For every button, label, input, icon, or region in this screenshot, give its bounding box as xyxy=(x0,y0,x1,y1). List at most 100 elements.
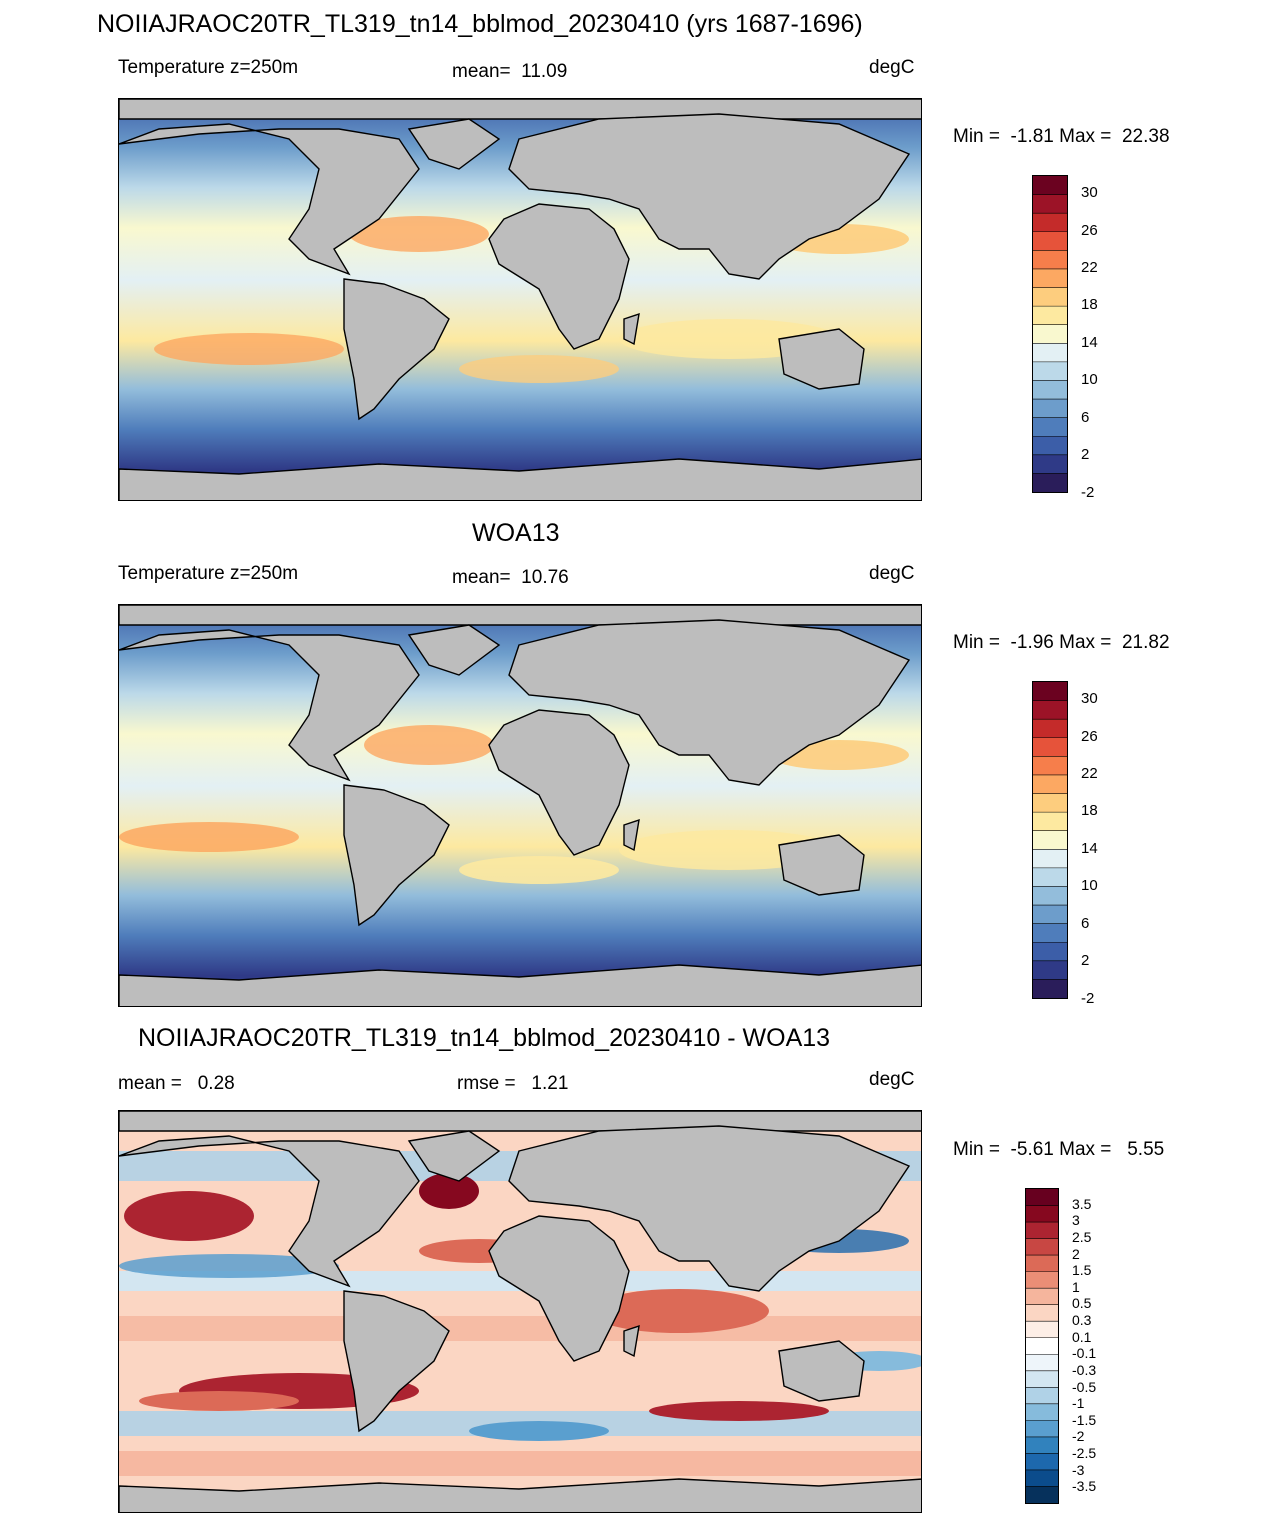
colorbar-swatch xyxy=(1026,1304,1058,1322)
colorbar-tick-label: -2 xyxy=(1072,1428,1085,1445)
colorbar-swatch xyxy=(1033,380,1067,400)
colorbar-swatch xyxy=(1026,1469,1058,1487)
colorbar-tick-label: 18 xyxy=(1081,802,1098,820)
colorbar-swatch xyxy=(1033,737,1067,757)
colorbar-tick-label: -1 xyxy=(1072,1395,1085,1412)
colorbar-swatch xyxy=(1033,886,1067,906)
colorbar-tick-label: -0.1 xyxy=(1072,1345,1097,1362)
colorbar-swatch xyxy=(1033,756,1067,776)
colorbar-swatch xyxy=(1033,719,1067,739)
panel1-warm-pool-north-atlantic xyxy=(349,216,489,252)
colorbar-swatch xyxy=(1026,1387,1058,1405)
colorbar-swatch xyxy=(1026,1486,1058,1503)
panel3-mean-label: mean = 0.28 xyxy=(118,1073,235,1094)
colorbar-swatch xyxy=(1033,213,1067,233)
colorbar-swatch xyxy=(1033,700,1067,720)
panel2-land xyxy=(119,605,921,1006)
panel3-units-label: degC xyxy=(869,1069,915,1090)
panel1-colorbar xyxy=(1032,175,1068,493)
panel3-rmse-label: rmse = 1.21 xyxy=(457,1073,569,1094)
colorbar-tick-label: 2.5 xyxy=(1072,1228,1092,1245)
panel3-land xyxy=(119,1111,921,1512)
colorbar-swatch xyxy=(1033,979,1067,998)
panel1-colorbar-svg xyxy=(1033,176,1067,492)
panel1-map xyxy=(118,98,922,501)
colorbar-swatch xyxy=(1033,905,1067,925)
colorbar-swatch xyxy=(1033,361,1067,381)
panel1-land xyxy=(119,99,921,500)
colorbar-tick-label: 14 xyxy=(1081,839,1098,857)
colorbar-swatch xyxy=(1026,1288,1058,1306)
panel3-colorbar xyxy=(1025,1188,1059,1504)
panel1-units-label: degC xyxy=(869,57,915,78)
colorbar-tick-label: -1.5 xyxy=(1072,1411,1097,1428)
panel1-minmax-label: Min = -1.81 Max = 22.38 xyxy=(953,126,1170,147)
panel2-title: WOA13 xyxy=(472,519,560,547)
panel2-warm-pool-north-atlantic xyxy=(364,725,494,765)
panel1-warm-pool-south-atlantic xyxy=(459,355,619,383)
colorbar-swatch xyxy=(1026,1354,1058,1372)
colorbar-swatch xyxy=(1026,1271,1058,1289)
colorbar-swatch xyxy=(1033,343,1067,363)
colorbar-tick-label: 0.1 xyxy=(1072,1328,1092,1345)
colorbar-tick-label: 14 xyxy=(1081,333,1098,351)
colorbar-tick-label: 22 xyxy=(1081,765,1098,783)
colorbar-tick-label: 30 xyxy=(1081,184,1098,202)
colorbar-tick-label: 22 xyxy=(1081,259,1098,277)
panel2-units-label: degC xyxy=(869,563,915,584)
panel3-map xyxy=(118,1110,922,1513)
colorbar-tick-label: 3.5 xyxy=(1072,1195,1092,1212)
colorbar-tick-label: -0.3 xyxy=(1072,1361,1097,1378)
colorbar-swatch xyxy=(1033,793,1067,813)
colorbar-swatch xyxy=(1033,399,1067,419)
colorbar-tick-label: 2 xyxy=(1081,446,1090,464)
colorbar-tick-label: -2 xyxy=(1081,483,1095,501)
colorbar-swatch xyxy=(1026,1222,1058,1240)
colorbar-swatch xyxy=(1026,1205,1058,1223)
panel2-minmax-label: Min = -1.96 Max = 21.82 xyxy=(953,632,1170,653)
colorbar-tick-label: 0.5 xyxy=(1072,1295,1092,1312)
colorbar-swatch xyxy=(1026,1453,1058,1471)
colorbar-swatch xyxy=(1033,176,1067,196)
panel1-mean-label: mean= 11.09 xyxy=(452,61,568,82)
colorbar-swatch xyxy=(1033,830,1067,850)
colorbar-tick-label: 3 xyxy=(1072,1212,1080,1229)
colorbar-swatch xyxy=(1033,682,1067,702)
colorbar-swatch xyxy=(1033,960,1067,980)
colorbar-tick-label: 26 xyxy=(1081,221,1098,239)
colorbar-swatch xyxy=(1026,1255,1058,1273)
colorbar-tick-label: -3 xyxy=(1072,1461,1085,1478)
panel3-map-svg xyxy=(119,1111,921,1512)
colorbar-tick-label: 6 xyxy=(1081,914,1090,932)
panel2-colorbar-svg xyxy=(1033,682,1067,998)
colorbar-swatch xyxy=(1033,867,1067,887)
panel1-map-svg xyxy=(119,99,921,500)
colorbar-tick-label: 2 xyxy=(1081,952,1090,970)
colorbar-swatch xyxy=(1026,1436,1058,1454)
panel1-variable-label: Temperature z=250m xyxy=(118,57,299,78)
colorbar-swatch xyxy=(1033,774,1067,795)
colorbar-tick-label: -3.5 xyxy=(1072,1478,1097,1495)
colorbar-tick-label: 30 xyxy=(1081,690,1098,708)
colorbar-swatch xyxy=(1026,1420,1058,1438)
colorbar-swatch xyxy=(1033,473,1067,492)
panel3-minmax-label: Min = -5.61 Max = 5.55 xyxy=(953,1139,1165,1160)
panel2-map-svg xyxy=(119,605,921,1006)
colorbar-swatch xyxy=(1033,849,1067,869)
colorbar-swatch xyxy=(1033,268,1067,289)
colorbar-swatch xyxy=(1033,942,1067,962)
colorbar-tick-label: -2 xyxy=(1081,989,1095,1007)
colorbar-swatch xyxy=(1033,812,1067,832)
colorbar-swatch xyxy=(1026,1189,1058,1207)
colorbar-tick-label: 1.5 xyxy=(1072,1262,1092,1279)
colorbar-swatch xyxy=(1033,436,1067,456)
colorbar-swatch xyxy=(1026,1403,1058,1421)
panel2-map xyxy=(118,604,922,1007)
panel1-warm-pool-south-pacific xyxy=(154,333,344,365)
panel2-colorbar xyxy=(1032,681,1068,999)
colorbar-swatch xyxy=(1026,1321,1058,1339)
colorbar-swatch xyxy=(1026,1337,1058,1355)
colorbar-tick-label: 26 xyxy=(1081,727,1098,745)
panel3-title: NOIIAJRAOC20TR_TL319_tn14_bblmod_2023041… xyxy=(138,1024,831,1052)
colorbar-swatch xyxy=(1033,454,1067,474)
